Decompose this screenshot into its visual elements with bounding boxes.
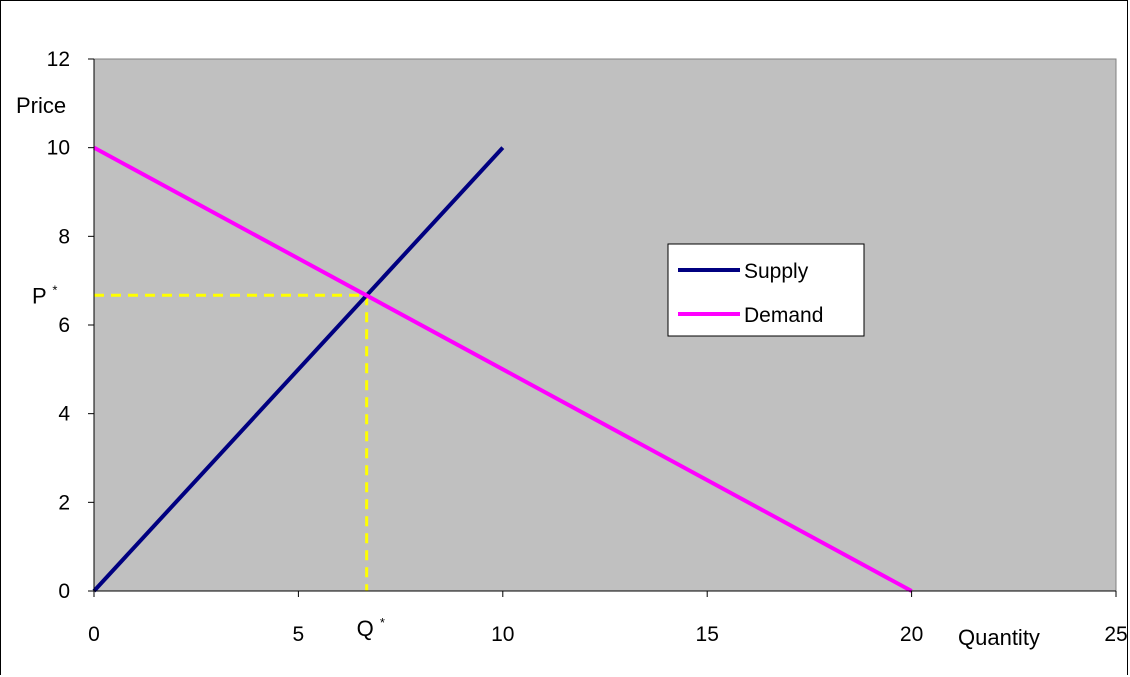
y-tick-label: 0 [58, 580, 70, 603]
y-tick-label: 6 [58, 314, 70, 337]
equilibrium-quantity-label: Q * [357, 615, 385, 641]
p-star-marker: * [52, 282, 57, 297]
y-tick-label: 8 [58, 225, 70, 248]
y-tick-label: 2 [58, 491, 70, 514]
x-axis-label: Quantity [958, 625, 1040, 650]
y-axis-label: Price [16, 93, 66, 118]
legend-label-supply: Supply [744, 260, 809, 283]
x-tick-label: 5 [293, 623, 305, 646]
plot-area [93, 58, 1117, 592]
y-tick-label: 10 [47, 137, 70, 160]
series-line-supply [92, 146, 505, 593]
x-axis: 0 5 10 15 20 25 [88, 590, 1128, 646]
p-star-text: P * [32, 282, 57, 308]
q-star-text: Q * [357, 615, 385, 641]
y-axis: 0 2 4 6 8 10 12 [47, 48, 95, 603]
y-tick-label: 12 [47, 48, 70, 71]
q-star-letter: Q [357, 616, 374, 641]
equilibrium-price-label: P * [32, 282, 57, 308]
q-star-marker: * [380, 615, 385, 630]
x-tick-label: 0 [88, 623, 100, 646]
x-tick-label: 25 [1104, 623, 1127, 646]
y-tick-label: 4 [58, 403, 70, 426]
legend-box [667, 243, 865, 337]
x-tick-label: 15 [696, 623, 719, 646]
legend: Supply Demand [667, 243, 865, 337]
p-star-letter: P [32, 283, 46, 308]
x-tick-label: 10 [491, 623, 514, 646]
series-lines [92, 145, 913, 593]
x-tick-label: 20 [900, 623, 923, 646]
series-line-demand [93, 145, 913, 593]
legend-label-demand: Demand [744, 304, 823, 327]
equilibrium-guides [94, 293, 369, 591]
